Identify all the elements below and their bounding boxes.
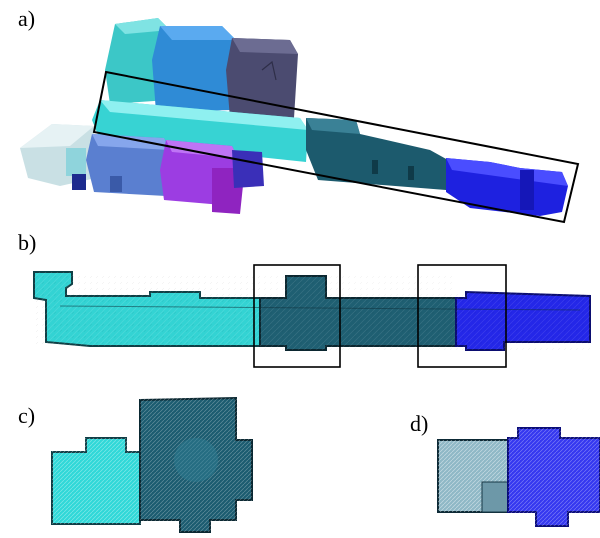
corridor-cyan — [92, 100, 308, 162]
panel-label-a: a) — [18, 6, 36, 31]
panel-c-zoom-detail — [51, 396, 253, 533]
panel-b-floor-plan — [33, 264, 591, 368]
room-slate — [226, 38, 298, 118]
panel-d-zoom-detail — [437, 427, 600, 527]
panel-a-3d-view — [20, 18, 580, 224]
panel-label-d: d) — [410, 411, 429, 436]
corridor-teal — [306, 118, 448, 190]
detail-cyan-region — [51, 437, 141, 525]
floor-blue-segment — [455, 290, 591, 351]
detail-teal-region — [139, 396, 253, 533]
room-sky-blue — [152, 26, 236, 112]
room-light-grey — [20, 124, 96, 186]
highlight-box-a — [92, 70, 580, 224]
corridor-blue — [446, 158, 568, 216]
floor-teal-segment — [259, 275, 457, 351]
room-steel-blue — [72, 134, 170, 196]
detail-blue-region — [507, 427, 600, 527]
panel-label-c: c) — [18, 403, 36, 428]
detail-teal-grey-region — [437, 439, 509, 513]
panel-label-b: b) — [18, 230, 37, 255]
zoom-box-c — [253, 264, 341, 368]
floor-cyan-segment — [33, 271, 261, 347]
zoom-box-d — [417, 264, 507, 368]
